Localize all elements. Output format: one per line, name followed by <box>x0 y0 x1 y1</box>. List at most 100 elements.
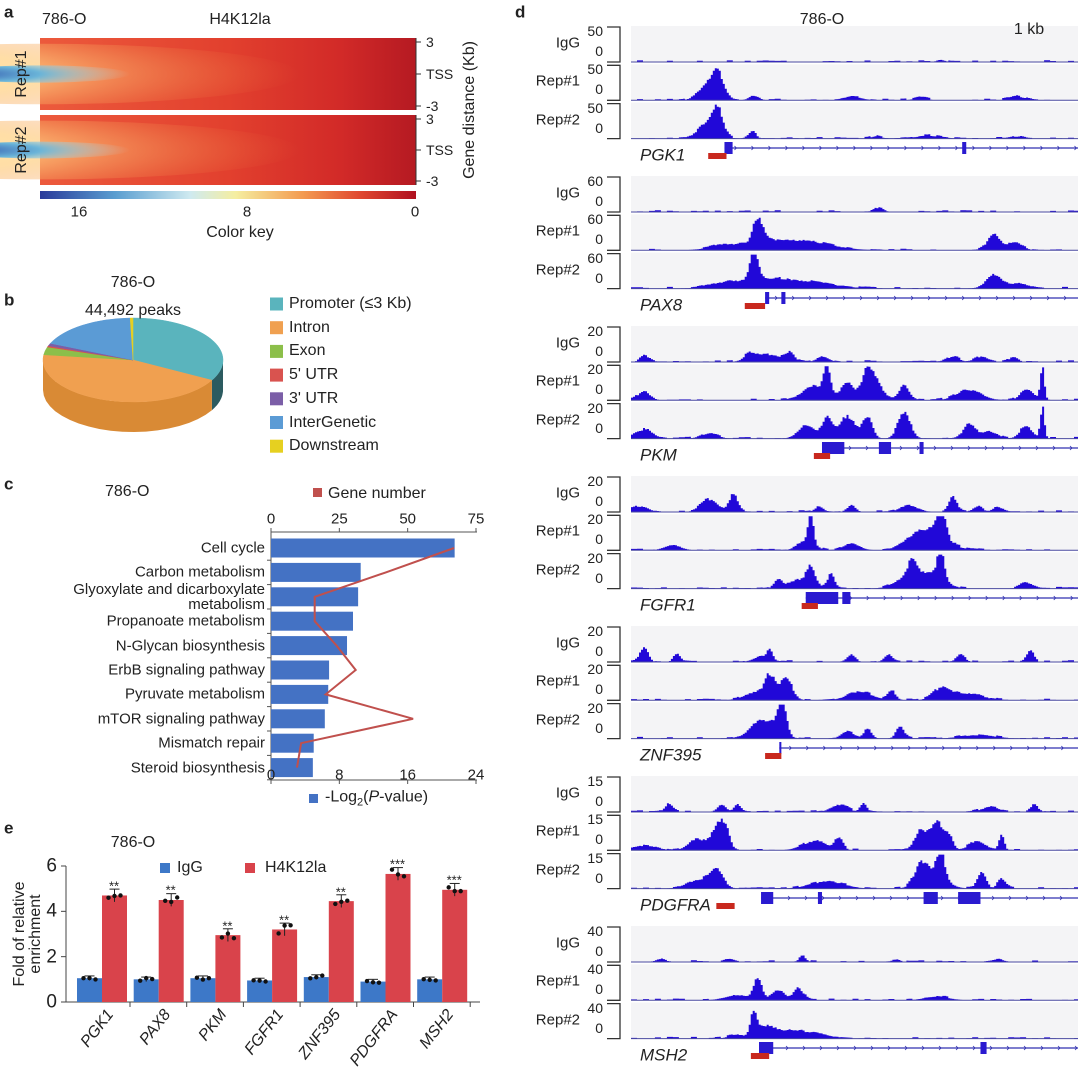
gene-strand-arrow <box>1044 745 1047 751</box>
pie-legend-label: 3' UTR <box>289 389 339 407</box>
gene-strand-arrow <box>904 145 908 151</box>
gene-exon <box>962 142 967 154</box>
track-zero-label: 0 <box>595 531 603 548</box>
enrichment-bar <box>271 709 325 729</box>
chip-data-point <box>257 978 262 983</box>
coverage-track <box>631 647 1078 662</box>
gene-strand-arrow <box>955 145 959 151</box>
pvalue-legend-part: -Log <box>325 788 358 806</box>
chip-data-point <box>231 935 237 941</box>
top-axis-tick-label: 50 <box>399 510 416 528</box>
gene-strand-arrow <box>806 745 809 751</box>
track-label: Rep#2 <box>535 1011 580 1029</box>
chip-y-tick-label: 4 <box>46 900 57 922</box>
gene-strand-arrow <box>1057 1045 1061 1051</box>
track-max-label: 15 <box>587 811 603 828</box>
gene-name: PAX8 <box>640 295 683 315</box>
chip-y-tick-label: 0 <box>46 991 57 1013</box>
gene-strand-arrow <box>951 595 955 601</box>
gene-strand-arrow <box>978 295 982 301</box>
track-scale-bracket <box>607 964 621 1001</box>
track-background <box>631 326 1078 362</box>
gene-strand-arrow <box>1040 1045 1044 1051</box>
track-scale-bracket <box>607 852 621 890</box>
chip-legend-label: H4K12la <box>265 859 327 876</box>
pie-legend-swatch <box>270 392 283 406</box>
significance-stars: ** <box>108 878 120 894</box>
gene-strand-arrow <box>972 1045 976 1051</box>
track-scale-bracket <box>607 364 621 401</box>
chip-y-label: enrichment <box>27 894 44 974</box>
track-max-label: 20 <box>587 361 603 378</box>
gene-strand-arrow <box>808 295 812 301</box>
chip-bar <box>77 978 102 1002</box>
gene-strand-arrow <box>825 295 829 301</box>
gene-strand-arrow <box>1070 595 1074 601</box>
enrichment-bar <box>271 758 313 778</box>
chip-bar <box>272 929 298 1002</box>
gene-strand-arrow <box>1019 595 1023 601</box>
gene-strand-arrow <box>842 295 846 301</box>
gene-strand-arrow <box>887 145 891 151</box>
chip-data-point <box>433 978 438 983</box>
chip-data-point <box>87 975 92 981</box>
chip-data-point <box>93 977 98 982</box>
gene-strand-arrow <box>921 145 925 151</box>
gene-strand-arrow <box>840 745 843 751</box>
chip-qpcr-amplicon <box>750 1053 770 1059</box>
gene-strand-arrow <box>804 895 808 901</box>
chip-bar <box>385 873 411 1002</box>
gene-strand-arrow <box>1010 745 1013 751</box>
heatmap-tss-core <box>0 141 130 159</box>
gene-exon <box>817 892 822 904</box>
chip-data-point <box>389 867 395 872</box>
track-max-label: 40 <box>587 961 603 978</box>
coverage-track <box>631 350 1078 362</box>
coverage-track <box>631 554 1078 589</box>
gene-strand-arrow <box>823 745 826 751</box>
gene-name: PKM <box>640 445 677 465</box>
coverage-track <box>631 207 1078 212</box>
enrichment-category-label: Cell cycle <box>200 539 265 557</box>
chip-data-point <box>345 898 350 903</box>
track-background <box>631 552 1078 589</box>
track-background <box>631 26 1078 62</box>
track-zero-label: 0 <box>595 419 603 436</box>
chip-bar <box>158 900 184 1002</box>
gene-strand-arrow <box>785 145 789 151</box>
chip-data-point <box>144 975 149 981</box>
pie-slice <box>42 354 213 403</box>
gene-strand-arrow <box>944 295 948 301</box>
track-max-label: 20 <box>587 473 603 489</box>
gene-strand-arrow <box>887 1045 891 1051</box>
chip-bar <box>133 979 159 1002</box>
significance-stars: ** <box>165 882 176 898</box>
gene-strand-arrow <box>908 745 911 751</box>
gene-strand-arrow <box>934 595 938 601</box>
enrichment-category-label: Carbon metabolism <box>134 563 265 581</box>
panel-label-d: d <box>515 2 526 22</box>
track-max-label: 40 <box>587 999 603 1016</box>
chip-data-point <box>106 895 111 900</box>
heatmap-ytick-label: -3 <box>426 173 439 189</box>
enrichment-bar <box>271 660 330 680</box>
chip-data-point <box>225 931 231 936</box>
track-scale-bracket <box>607 26 621 63</box>
gene-strand-arrow <box>838 895 842 901</box>
top-axis-tick-label: 25 <box>330 510 348 528</box>
gene-exon <box>958 892 981 904</box>
color-key-label: Color key <box>206 224 274 241</box>
track-max-label: 20 <box>587 511 603 528</box>
pie-slice <box>129 317 134 361</box>
pie-legend-swatch <box>270 368 283 382</box>
pie-legend-swatch <box>270 439 283 453</box>
chip-bar <box>360 981 386 1002</box>
track-max-label: 20 <box>587 661 603 678</box>
gene-strand-arrow <box>1036 595 1040 601</box>
enrichment-category-label: Pyruvate metabolism <box>124 685 265 703</box>
gene-strand-arrow <box>802 145 806 151</box>
track-max-label: 15 <box>587 849 603 866</box>
enrichment-bar <box>271 636 348 656</box>
gene-strand-arrow <box>1025 895 1029 901</box>
enrichment-category-label: ErbB signaling pathway <box>108 661 265 679</box>
